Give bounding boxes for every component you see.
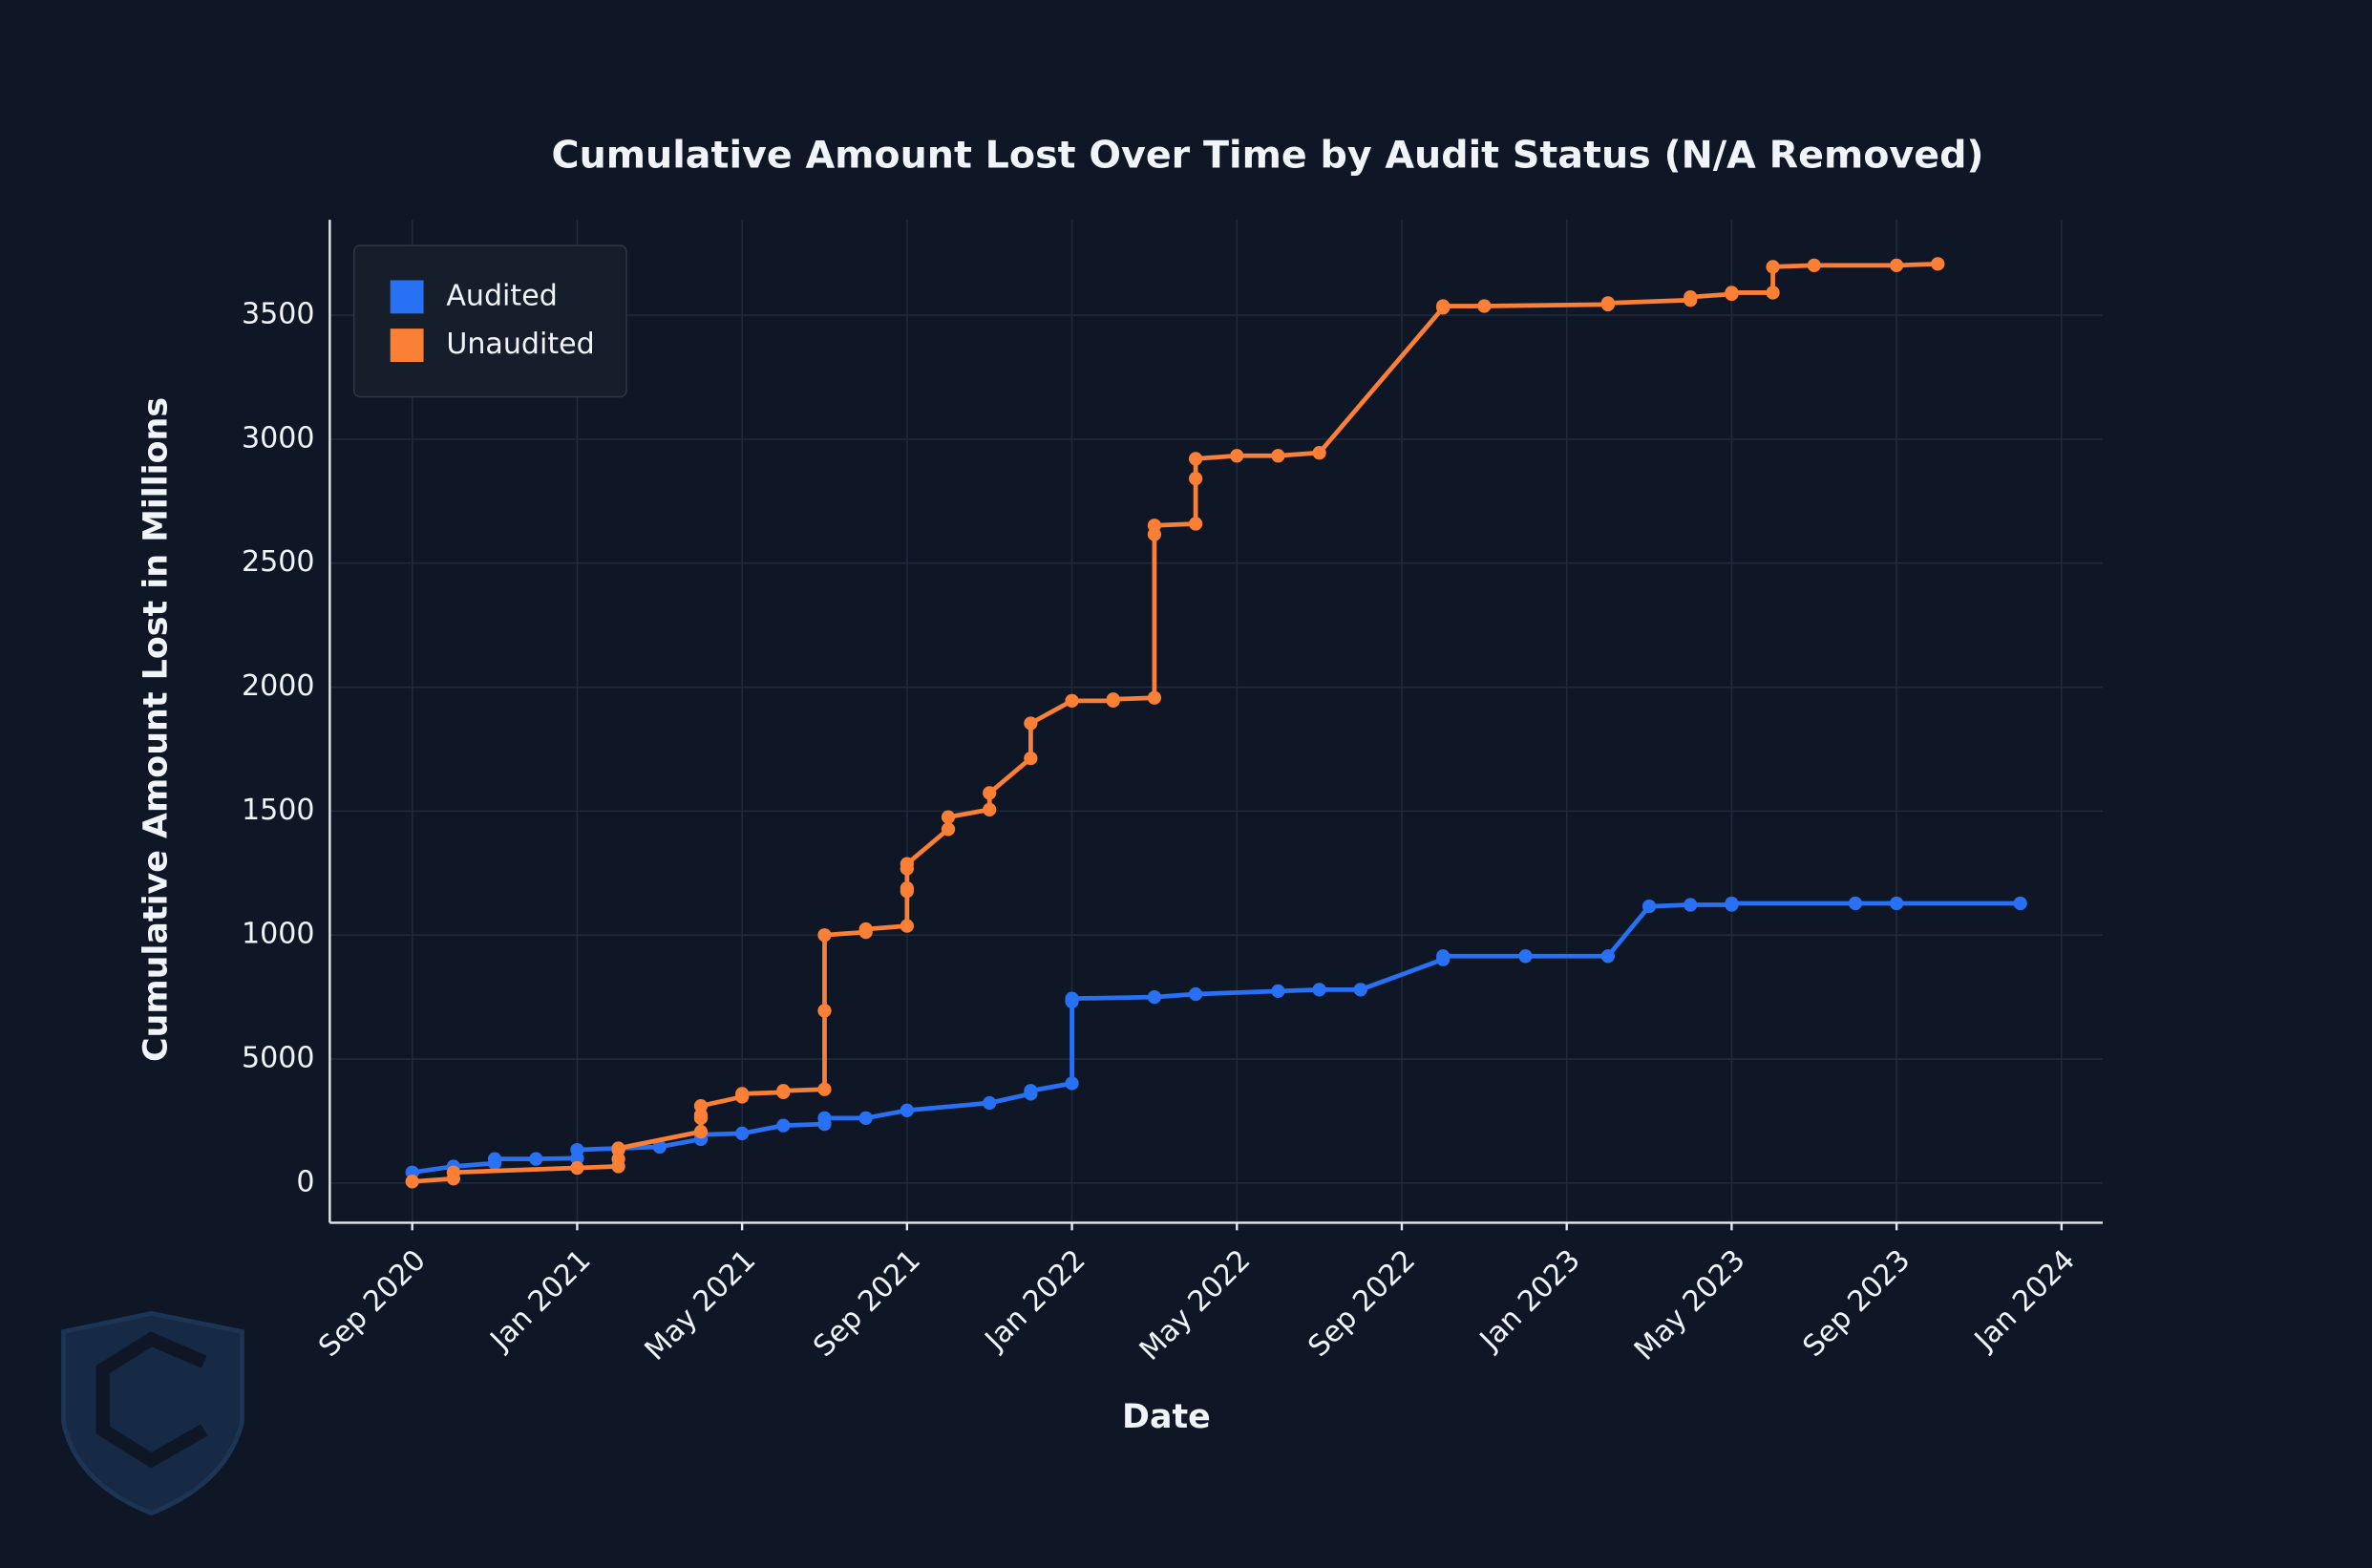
data-point — [1477, 299, 1492, 313]
data-point — [652, 1139, 667, 1155]
data-point — [1024, 716, 1038, 731]
data-point — [1436, 949, 1451, 964]
data-point — [1147, 690, 1162, 705]
y-tick-label: 5000 — [242, 1042, 315, 1075]
data-point — [1353, 983, 1367, 997]
y-tick-label: 1500 — [242, 794, 315, 827]
data-point — [817, 1111, 832, 1125]
data-point — [1766, 286, 1780, 300]
data-point — [2013, 896, 2027, 911]
data-point — [776, 1118, 791, 1133]
data-point — [735, 1126, 750, 1141]
legend-label: Audited — [446, 279, 557, 312]
chart-title: Cumulative Amount Lost Over Time by Audi… — [552, 134, 1984, 178]
y-tick-label: 0 — [296, 1165, 314, 1198]
y-tick-label: 3500 — [242, 298, 315, 331]
y-axis-label: Cumulative Amount Lost in Millions — [138, 397, 176, 1062]
data-point — [1065, 1076, 1079, 1091]
data-point — [1312, 446, 1326, 460]
data-point — [1188, 517, 1203, 531]
data-point — [1188, 986, 1203, 1002]
data-point — [776, 1084, 791, 1098]
data-point — [1436, 299, 1451, 313]
data-point — [1684, 289, 1698, 305]
data-point — [900, 881, 914, 896]
data-point — [487, 1152, 502, 1166]
data-point — [570, 1160, 584, 1176]
data-point — [817, 928, 832, 943]
data-point — [1518, 949, 1533, 964]
data-point — [1725, 896, 1739, 911]
legend-label: Unaudited — [446, 328, 594, 361]
data-point — [1065, 693, 1079, 708]
data-point — [1271, 984, 1285, 999]
data-point — [1312, 983, 1326, 997]
data-point — [570, 1142, 584, 1157]
data-point — [1147, 989, 1162, 1005]
data-point — [900, 919, 914, 933]
data-point — [1024, 1084, 1038, 1098]
data-point — [1600, 949, 1616, 964]
legend-swatch — [390, 328, 424, 363]
data-point — [941, 810, 956, 824]
data-point — [1725, 286, 1739, 300]
data-point — [941, 822, 956, 837]
y-tick-label: 1000 — [242, 918, 315, 951]
data-point — [1106, 692, 1120, 707]
data-point — [1065, 991, 1079, 1006]
data-point — [1188, 452, 1203, 466]
data-point — [1188, 472, 1203, 486]
data-point — [1684, 898, 1698, 912]
data-point — [1641, 899, 1657, 914]
data-point — [693, 1098, 709, 1113]
data-point — [1147, 519, 1162, 533]
data-point — [693, 1124, 709, 1139]
logo-mark — [95, 1331, 208, 1469]
data-point — [1271, 449, 1285, 463]
data-point — [1889, 258, 1904, 273]
series-line — [412, 901, 2021, 1176]
data-point — [983, 802, 997, 816]
data-point — [735, 1087, 750, 1101]
data-point — [446, 1165, 461, 1179]
data-point — [405, 1175, 419, 1189]
data-point — [611, 1141, 625, 1155]
data-point — [1230, 449, 1244, 463]
data-point — [858, 1111, 873, 1125]
y-tick-label: 2500 — [242, 545, 315, 579]
data-point — [1600, 296, 1616, 310]
legend: Audited Unaudited — [352, 244, 627, 398]
data-point — [1766, 260, 1780, 274]
legend-swatch — [390, 280, 424, 314]
data-point — [817, 1082, 832, 1096]
data-point — [1807, 258, 1821, 273]
y-tick-label: 2000 — [242, 669, 315, 703]
legend-box — [352, 244, 627, 398]
data-point — [858, 922, 873, 937]
y-tick-label: 3000 — [242, 421, 315, 455]
data-point — [900, 857, 914, 871]
x-axis-label: Date — [1122, 1398, 1211, 1436]
data-point — [1931, 257, 1945, 271]
data-point — [1889, 896, 1904, 911]
data-point — [529, 1152, 543, 1166]
data-point — [900, 1103, 914, 1117]
data-point — [983, 1095, 997, 1111]
data-point — [983, 786, 997, 800]
data-point — [1024, 751, 1038, 766]
data-point — [817, 1004, 832, 1018]
data-point — [1848, 896, 1863, 911]
logo — [61, 1311, 244, 1516]
